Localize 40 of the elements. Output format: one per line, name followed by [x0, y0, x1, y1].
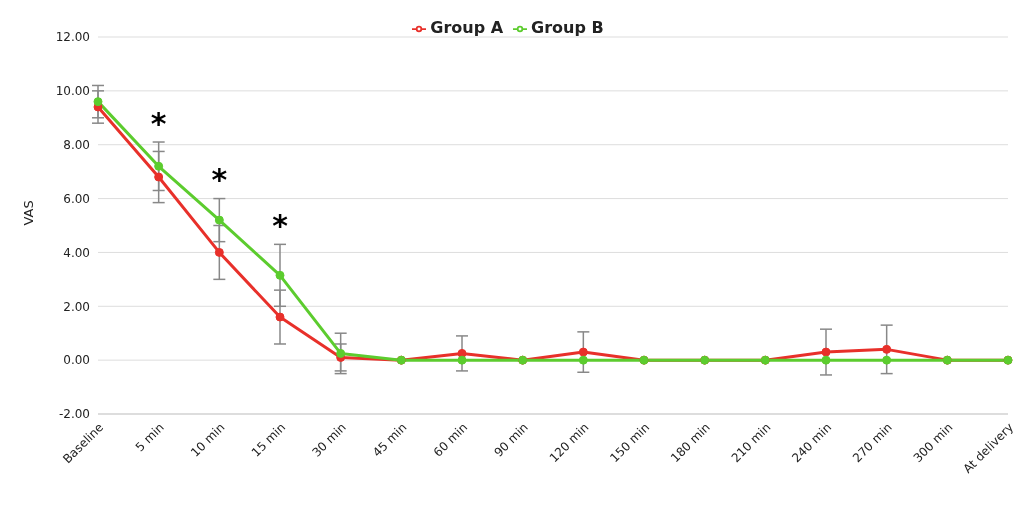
point [578, 347, 588, 357]
point [93, 97, 103, 107]
point [821, 347, 831, 357]
annotation: * [150, 105, 167, 141]
point [154, 172, 164, 182]
y-tick-label: 12.00 [55, 30, 90, 45]
y-axis-title: VAS [20, 200, 36, 226]
x-tick-label: 180 min [668, 420, 713, 466]
x-tick-label: 150 min [607, 420, 653, 466]
x-tick-label: 15 min [248, 420, 289, 460]
x-tick-label: 120 min [546, 420, 592, 466]
x-tick-label: 45 min [370, 420, 410, 460]
annotation: * [272, 208, 289, 244]
x-tick-label: 5 min [132, 420, 167, 455]
y-tick-label: 8.00 [63, 137, 90, 152]
point [821, 355, 831, 365]
point [457, 355, 467, 365]
legend-label: Group A [430, 18, 504, 37]
annotation: * [211, 162, 228, 198]
x-tick-label: 300 min [910, 420, 956, 466]
x-tick-label: 60 min [430, 420, 471, 460]
point [214, 215, 224, 225]
y-tick-label: 0.00 [63, 353, 90, 368]
point [214, 247, 224, 257]
y-tick-label: 4.00 [63, 245, 90, 260]
point [275, 312, 285, 322]
point [154, 161, 164, 171]
point [882, 355, 892, 365]
point [275, 270, 285, 280]
y-tick-label: -2.00 [58, 407, 90, 422]
y-tick-label: 2.00 [63, 299, 90, 314]
y-tick-label: 6.00 [63, 191, 90, 206]
point [578, 355, 588, 365]
x-tick-label: 30 min [309, 420, 349, 460]
point [882, 344, 892, 354]
point [336, 348, 346, 358]
x-tick-label: 90 min [491, 420, 531, 460]
legend-label: Group B [531, 18, 604, 37]
x-tick-label: 10 min [188, 420, 228, 460]
y-tick-label: 10.00 [55, 84, 90, 99]
